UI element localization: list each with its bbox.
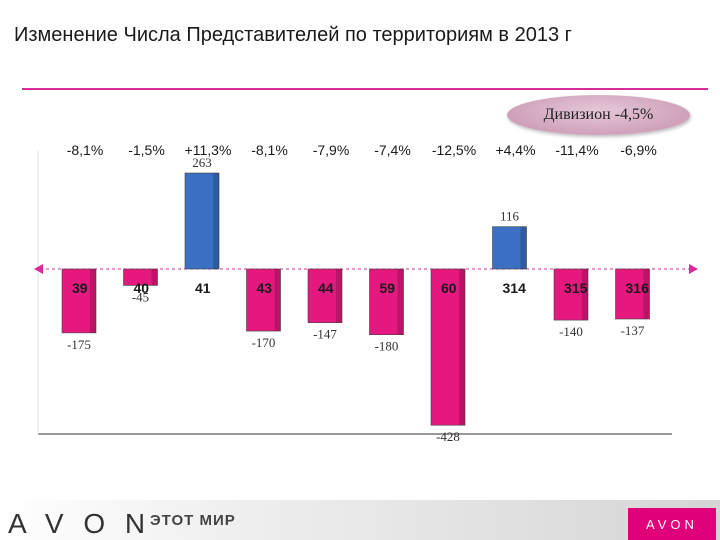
category-label: 40	[134, 280, 150, 296]
value-label: -170	[252, 335, 276, 350]
category-label: 315	[564, 280, 588, 296]
bar-chart: -8,1% -1,5% +11,3% -8,1% -7,9% -7,4% -12,5% +4,…	[34, 142, 698, 444]
bar-shade	[213, 173, 219, 269]
percent-change-label: +4,4%	[495, 142, 535, 158]
bar	[246, 268, 281, 332]
bar-shade	[274, 269, 281, 332]
bar-shade	[397, 269, 404, 335]
bar	[61, 268, 97, 334]
percent-change-label: -11,4%	[555, 142, 598, 158]
bar-shade	[459, 269, 465, 426]
avon-logo: A V O N	[8, 508, 152, 539]
percent-change-label: -12,5%	[432, 142, 476, 158]
bar-shade	[90, 269, 96, 333]
bar	[123, 268, 158, 286]
zero-line-arrow-right	[689, 264, 698, 274]
bar	[369, 268, 404, 335]
bars	[61, 172, 650, 426]
category-label: 41	[195, 280, 211, 296]
percent-change-label: +11,3%	[185, 142, 232, 158]
value-label: 116	[500, 209, 520, 224]
bar	[184, 172, 220, 270]
percent-change-label: -7,9%	[313, 142, 350, 158]
category-label: 43	[257, 280, 273, 296]
percent-change-label: -7,4%	[374, 142, 411, 158]
percent-change-labels: -8,1% -1,5% +11,3% -8,1% -7,9% -7,4% -12,5% +4,…	[67, 142, 657, 158]
bar-shade	[520, 226, 527, 269]
value-label: 263	[192, 155, 212, 170]
bar-shade	[151, 269, 158, 286]
category-label: 316	[626, 280, 650, 296]
value-label: -45	[132, 289, 149, 304]
value-labels: -175 -45 263 -170 -147 -180 -428 116 -140 -137	[67, 155, 645, 444]
avon-corner-logo: AVON	[628, 508, 716, 540]
category-label: 44	[318, 280, 334, 296]
category-label: 59	[380, 280, 396, 296]
page-title: Изменение Числа Представителей по террит…	[14, 24, 572, 46]
bar-shade	[336, 269, 342, 323]
value-label: -180	[375, 339, 399, 354]
bar	[430, 268, 466, 426]
percent-change-label: -6,9%	[620, 142, 657, 158]
bar	[615, 268, 650, 320]
bar	[492, 226, 527, 270]
footer-band	[0, 500, 720, 540]
zero-line-arrow-left	[34, 264, 43, 274]
bar	[307, 268, 343, 323]
value-label: -140	[559, 324, 583, 339]
percent-change-label: -8,1%	[67, 142, 104, 158]
title-divider	[22, 88, 708, 90]
bar	[553, 268, 589, 321]
value-label: -137	[621, 323, 645, 338]
footer-slogan: ЭТОТ МИР	[150, 512, 236, 529]
division-badge: Дивизион -4,5%	[507, 95, 690, 135]
value-label: -175	[67, 337, 91, 352]
category-label: 39	[72, 280, 88, 296]
percent-change-label: -1,5%	[128, 142, 165, 158]
value-label: -147	[313, 327, 337, 342]
category-label: 60	[441, 280, 457, 296]
category-labels: 39 40 41 43 44 59 60 314 315 316	[72, 280, 649, 296]
bar-shade	[643, 269, 650, 320]
percent-change-label: -8,1%	[251, 142, 288, 158]
category-label: 314	[503, 280, 527, 296]
bar-shade	[582, 269, 588, 321]
value-label: -428	[436, 429, 460, 444]
